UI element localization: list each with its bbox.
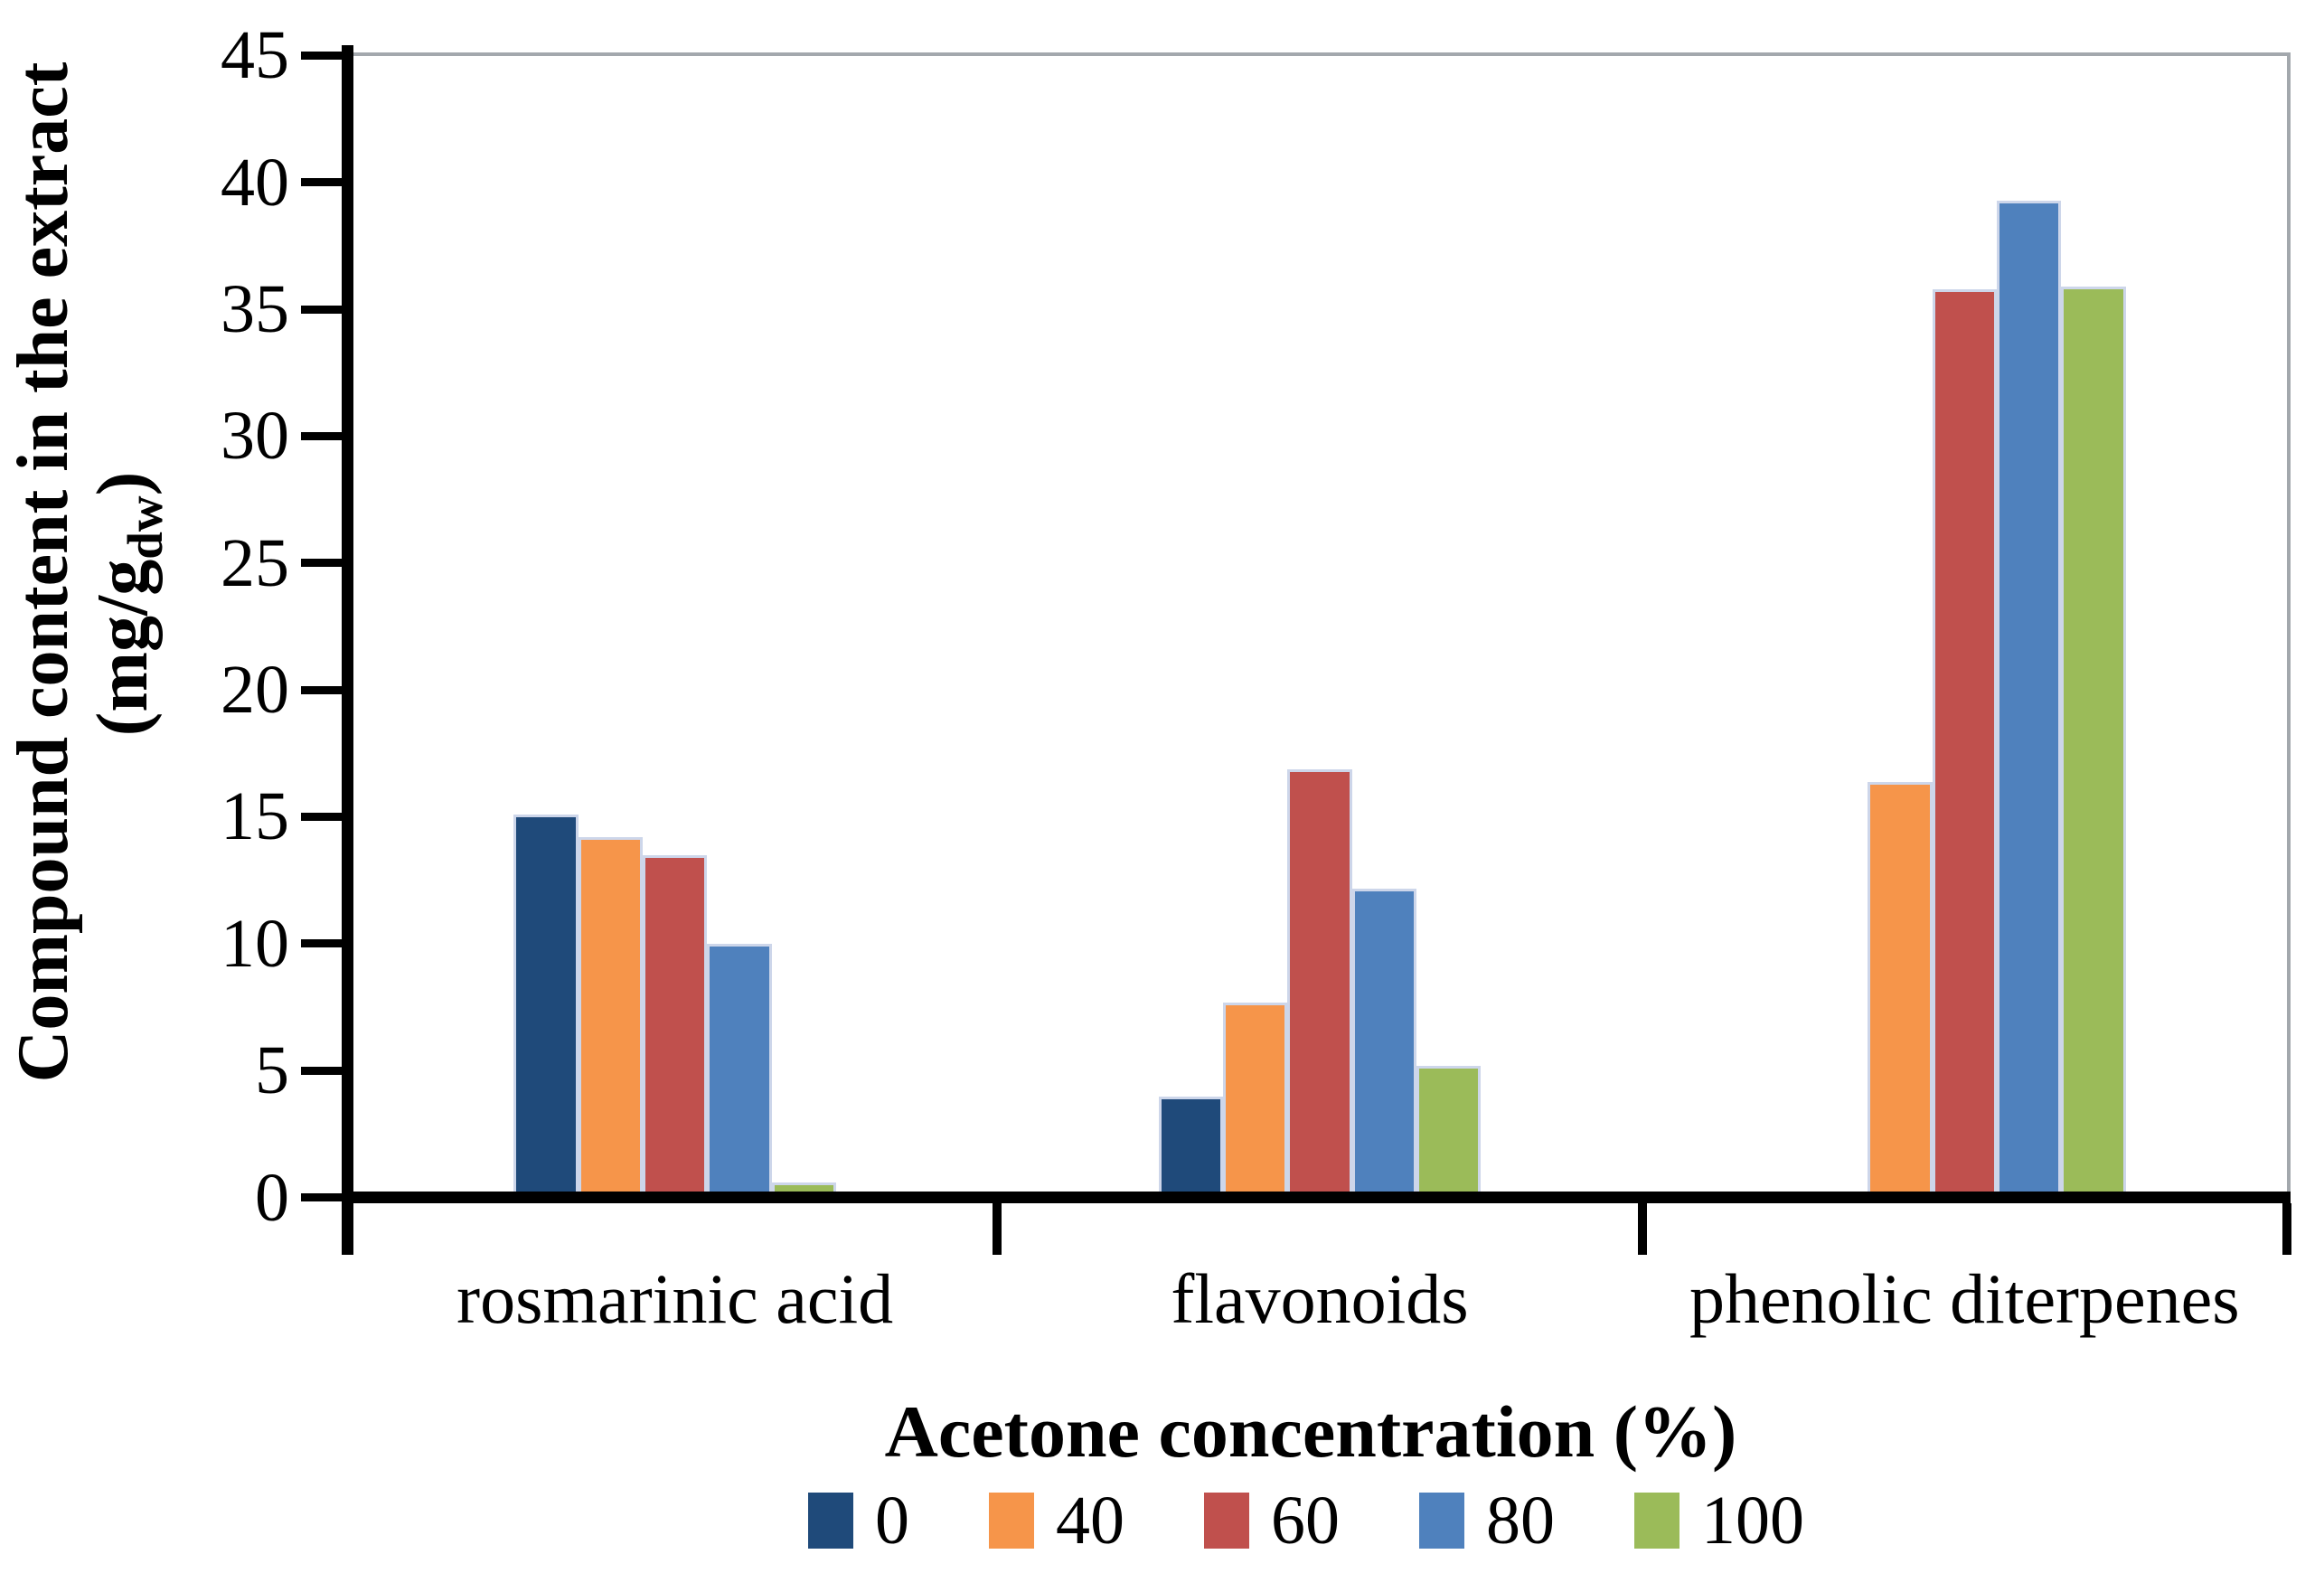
y-axis-tick-label: 15 bbox=[221, 778, 289, 855]
x-axis-line bbox=[342, 1192, 2291, 1203]
y-axis-tick-label: 45 bbox=[221, 17, 289, 94]
bar-rosmarinic-acid-80 bbox=[707, 944, 772, 1198]
legend-swatch-60 bbox=[1204, 1493, 1249, 1549]
plot-frame-top-border bbox=[347, 52, 2291, 56]
bar-flavonoids-100 bbox=[1416, 1066, 1482, 1198]
y-axis-tick-label: 35 bbox=[221, 271, 289, 348]
y-axis-tick-label: 5 bbox=[255, 1032, 289, 1109]
bar-phenolic-diterpenes-40 bbox=[1868, 781, 1933, 1198]
bar-phenolic-diterpenes-80 bbox=[1997, 200, 2062, 1198]
y-axis-title-unit-suffix: ) bbox=[83, 471, 163, 496]
bar-flavonoids-80 bbox=[1351, 888, 1417, 1198]
y-axis-tick bbox=[301, 559, 342, 568]
category-label: flavonoids bbox=[1171, 1259, 1469, 1338]
x-axis-boundary-tick bbox=[2282, 1203, 2291, 1255]
legend-item-40: 40 bbox=[989, 1484, 1124, 1557]
bar-flavonoids-60 bbox=[1287, 768, 1352, 1198]
bar-phenolic-diterpenes-60 bbox=[1932, 289, 1998, 1198]
y-axis-tick-label: 30 bbox=[221, 398, 289, 475]
y-axis-title-line1: Compound content in the extract bbox=[4, 61, 83, 1083]
legend-swatch-80 bbox=[1419, 1493, 1464, 1549]
y-axis-tick bbox=[301, 1066, 342, 1075]
y-axis-tick-label: 25 bbox=[221, 524, 289, 601]
y-axis-tick-label: 20 bbox=[221, 652, 289, 729]
y-axis-tick bbox=[301, 1193, 342, 1201]
category-label: phenolic diterpenes bbox=[1689, 1259, 2240, 1338]
y-axis-tick bbox=[301, 812, 342, 821]
bar-rosmarinic-acid-0 bbox=[513, 815, 579, 1198]
legend-item-60: 60 bbox=[1204, 1484, 1340, 1557]
y-axis-tick bbox=[301, 685, 342, 694]
bar-rosmarinic-acid-40 bbox=[578, 837, 644, 1198]
bar-flavonoids-0 bbox=[1158, 1096, 1224, 1198]
y-axis-tick bbox=[301, 305, 342, 314]
legend-item-80: 80 bbox=[1419, 1484, 1555, 1557]
legend: 0 40 60 80 100 bbox=[808, 1484, 1804, 1557]
legend-swatch-0 bbox=[808, 1493, 853, 1549]
bar-flavonoids-40 bbox=[1223, 1002, 1288, 1198]
y-axis-tick-label: 0 bbox=[255, 1159, 289, 1236]
legend-item-100: 100 bbox=[1634, 1484, 1804, 1557]
plot-frame-right-border bbox=[2287, 52, 2291, 1192]
y-axis-tick-label: 40 bbox=[221, 144, 289, 221]
legend-label: 60 bbox=[1271, 1483, 1340, 1559]
y-axis-tick-label: 10 bbox=[221, 905, 289, 982]
y-axis-tick bbox=[301, 178, 342, 187]
bar-phenolic-diterpenes-100 bbox=[2061, 287, 2126, 1198]
x-axis-boundary-tick bbox=[993, 1203, 1002, 1255]
y-axis-tick bbox=[301, 51, 342, 60]
legend-label: 100 bbox=[1701, 1483, 1804, 1559]
x-axis-title: Acetone concentration (%) bbox=[884, 1390, 1737, 1473]
legend-swatch-100 bbox=[1634, 1493, 1679, 1549]
legend-swatch-40 bbox=[989, 1493, 1034, 1549]
legend-label: 80 bbox=[1486, 1483, 1555, 1559]
category-label: rosmarinic acid bbox=[456, 1259, 894, 1338]
y-axis-line bbox=[342, 45, 353, 1255]
legend-label: 0 bbox=[875, 1483, 909, 1559]
x-axis-boundary-tick bbox=[1637, 1203, 1647, 1255]
legend-label: 40 bbox=[1056, 1483, 1124, 1559]
bar-rosmarinic-acid-60 bbox=[643, 855, 708, 1198]
y-axis-tick bbox=[301, 431, 342, 440]
y-axis-tick bbox=[301, 939, 342, 948]
legend-item-0: 0 bbox=[808, 1484, 909, 1557]
